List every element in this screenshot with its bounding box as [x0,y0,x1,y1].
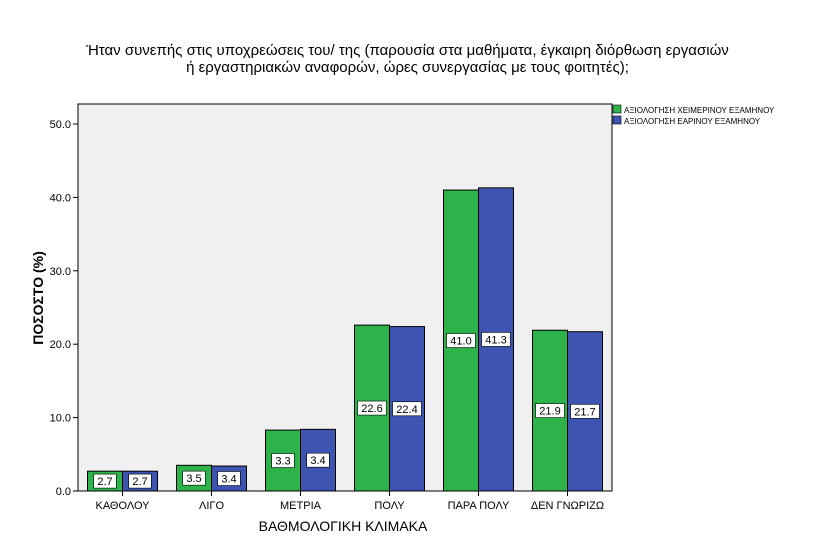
data-label-box [182,470,206,486]
data-label: 22.6 [361,403,382,415]
data-label-box [570,404,600,419]
data-label-box [128,473,152,489]
y-tick-label: 0.0 [56,486,71,498]
data-label: 3.4 [221,474,236,486]
y-tick-label: 40.0 [50,192,71,204]
data-label-box [481,332,511,347]
data-label-box [217,471,241,486]
chart-title-line-1: Ήταν συνεπής στις υποχρεώσεις του/ της (… [86,42,729,59]
data-label: 2.7 [132,476,147,488]
x-tick-label: ΚΑΘΟΛΟΥ [95,500,150,512]
y-tick-label: 30.0 [50,266,71,278]
data-label: 22.4 [396,404,417,416]
x-tick-label: ΜΕΤΡΙΑ [280,500,322,512]
data-label-box [271,453,295,468]
x-tick-label: ΛΙΓΟ [199,500,224,512]
data-label: 3.3 [275,456,290,468]
data-label-box [93,473,117,489]
data-label-box [357,400,387,416]
legend-swatch [612,104,622,114]
y-tick-label: 20.0 [50,339,71,351]
legend-swatch [612,115,622,125]
data-label: 41.3 [485,334,506,346]
data-label: 2.7 [97,476,112,488]
data-label-box [535,403,565,418]
data-label-box [446,333,476,348]
legend-label: ΑΞΙΟΛΟΓΗΣΗ ΕΑΡΙΝΟΥ ΕΞΑΜΗΝΟΥ [624,117,761,126]
data-label: 3.5 [186,473,201,485]
chart-title: Ήταν συνεπής στις υποχρεώσεις του/ της (… [0,42,815,76]
data-label: 21.7 [574,406,595,418]
chart-title-line-2: ή εργαστηριακών αναφορών, ώρες συνεργασί… [186,59,629,76]
x-axis-title: ΒΑΘΜΟΛΟΓΙΚΗ ΚΛΙΜΑΚΑ [259,518,428,534]
y-axis-title: ΠΟΣΟΣΤΟ (%) [30,251,46,345]
data-label-box [306,452,330,468]
x-tick-label: ΔΕΝ ΓΝΩΡΙΖΩ [531,500,604,512]
x-tick-label: ΠΟΛΥ [374,500,405,512]
x-tick-label: ΠΑΡΑ ΠΟΛΥ [448,500,510,512]
data-label: 41.0 [450,336,471,348]
y-tick-label: 10.0 [50,413,71,425]
data-label: 3.4 [310,455,325,467]
data-label: 21.9 [539,406,560,418]
plot-area [77,103,613,492]
legend-label: ΑΞΙΟΛΟΓΗΣΗ ΧΕΙΜΕΡΙΝΟΥ ΕΞΑΜΗΝΟΥ [624,106,775,115]
data-label-box [392,401,422,417]
y-tick-label: 50.0 [50,119,71,131]
